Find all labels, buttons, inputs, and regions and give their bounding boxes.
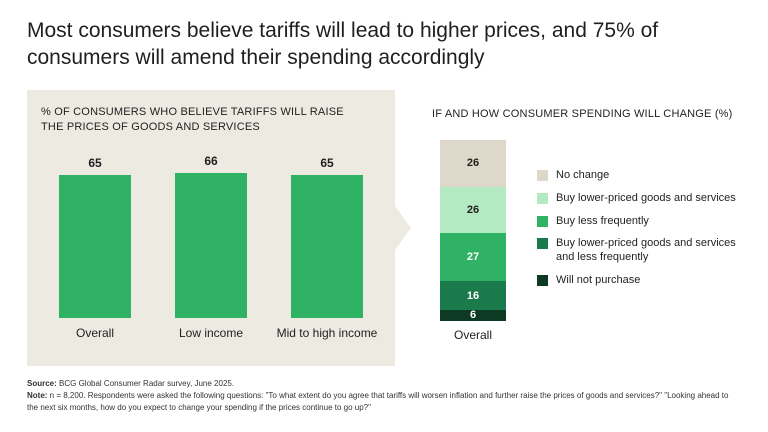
- bar-group: 66 Low income: [155, 154, 267, 340]
- source-label: Source:: [27, 379, 57, 388]
- stacked-segment: 26: [440, 140, 506, 187]
- page-title: Most consumers believe tariffs will lead…: [27, 19, 659, 69]
- bar: [291, 175, 363, 318]
- bar-label: Low income: [178, 326, 244, 340]
- bar-group: 65 Mid to high income: [271, 156, 383, 340]
- legend-item: Buy lower-priced goods and services and …: [537, 237, 755, 265]
- note-label: Note:: [27, 391, 48, 400]
- legend-label: Buy lower-priced goods and services: [556, 191, 736, 204]
- stacked-segment: 16: [440, 281, 506, 310]
- right-chart-heading: IF AND HOW CONSUMER SPENDING WILL CHANGE…: [432, 108, 733, 120]
- source-line: Source: BCG Global Consumer Radar survey…: [27, 378, 733, 390]
- bar-value: 65: [320, 156, 334, 170]
- segment-value: 6: [469, 309, 477, 321]
- legend-item: No change: [537, 169, 755, 183]
- stacked-segment: 27: [440, 233, 506, 282]
- legend-item: Will not purchase: [537, 274, 755, 288]
- source-text: BCG Global Consumer Radar survey, June 2…: [56, 379, 235, 388]
- panel-arrow-notch: [395, 206, 411, 250]
- stacked-bar-chart: 26 26 27 16 6 Overall: [440, 140, 506, 342]
- legend-label: No change: [556, 169, 610, 181]
- left-chart-panel: % OF CONSUMERS WHO BELIEVE TARIFFS WILL …: [27, 90, 411, 366]
- legend-swatch: [537, 238, 548, 250]
- segment-value: 16: [466, 289, 480, 302]
- bar-group: 65 Overall: [39, 156, 151, 340]
- legend-swatch: [537, 215, 548, 227]
- legend-swatch: [537, 170, 548, 181]
- stacked-segment: 26: [440, 186, 506, 233]
- legend-label: Buy lower-priced goods and services and …: [556, 237, 736, 263]
- legend-item: Buy less frequently: [537, 215, 755, 229]
- stacked-bar: 26 26 27 16 6: [440, 140, 506, 321]
- segment-value: 26: [466, 157, 480, 170]
- legend-item: Buy lower-priced goods and services: [537, 192, 755, 206]
- left-chart-heading: % OF CONSUMERS WHO BELIEVE TARIFFS WILL …: [41, 106, 344, 133]
- stacked-bar-label: Overall: [453, 327, 492, 342]
- bar-label: Overall: [75, 326, 114, 340]
- bar-label: Mid to high income: [276, 326, 378, 340]
- bar-value: 66: [204, 153, 218, 168]
- legend-swatch: [537, 274, 548, 286]
- legend-swatch: [537, 192, 548, 204]
- legend: No change Buy lower-priced goods and ser…: [537, 169, 755, 288]
- bar-value: 65: [88, 156, 102, 170]
- bar-chart: 65 Overall 66 Low income 65 Mid to high …: [37, 154, 385, 340]
- stacked-segment: 6: [440, 309, 506, 321]
- legend-label: Will not purchase: [556, 273, 641, 286]
- note-line: Note: n = 8,200. Respondents were asked …: [27, 390, 733, 414]
- segment-value: 27: [466, 251, 480, 264]
- legend-label: Buy less frequently: [556, 214, 649, 227]
- bar: [59, 175, 131, 318]
- bar: [175, 172, 247, 318]
- segment-value: 26: [466, 203, 480, 216]
- note-text: n = 8,200. Respondents were asked the fo…: [27, 391, 729, 412]
- footnote: Source: BCG Global Consumer Radar survey…: [27, 378, 733, 414]
